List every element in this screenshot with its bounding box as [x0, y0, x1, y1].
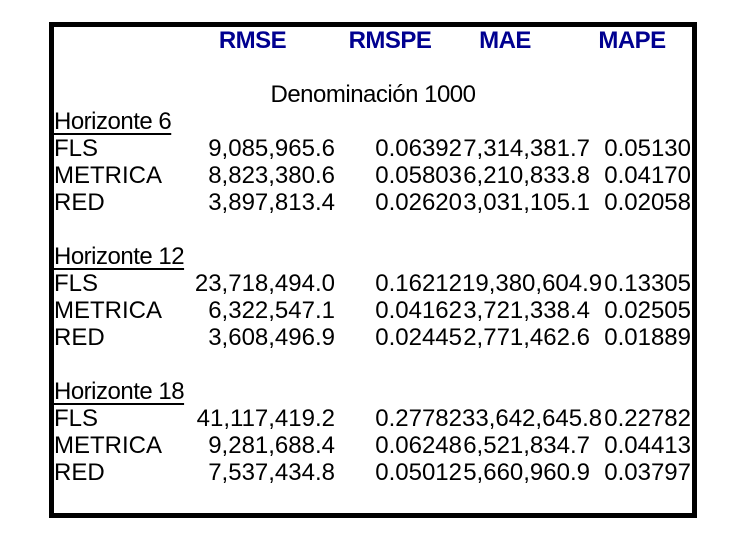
- value-cell: 0.06392: [375, 135, 462, 162]
- table-row: RED 3,608,496.9 0.02445 2,771,462.6 0.01…: [54, 324, 692, 351]
- value-cell: 7,314,381.7: [463, 135, 590, 162]
- value-cell: 0.02620: [375, 189, 462, 216]
- value-cell: 33,642,645.8: [462, 405, 603, 432]
- value-cell: 8,823,380.6: [208, 162, 335, 189]
- col-header-mape: MAPE: [598, 27, 666, 54]
- row-label: FLS: [54, 405, 99, 432]
- table-title: Denominación 1000: [270, 81, 476, 108]
- value-cell: 3,897,813.4: [208, 189, 335, 216]
- spacer: [54, 54, 692, 81]
- value-cell: 23,718,494.0: [194, 270, 335, 297]
- section-row: Horizonte 12: [54, 243, 692, 270]
- value-cell: 0.06248: [375, 432, 462, 459]
- metrics-table: RMSE RMSPE MAE MAPE Denominación 1000 Ho…: [54, 27, 692, 513]
- header-row: RMSE RMSPE MAE MAPE: [54, 27, 692, 54]
- section-row: Horizonte 6: [54, 108, 692, 135]
- value-cell: 6,521,834.7: [463, 432, 590, 459]
- header-spacer: [54, 27, 170, 54]
- section-label-horizonte-12: Horizonte 12: [54, 243, 185, 270]
- value-cell: 6,322,547.1: [208, 297, 335, 324]
- table-row: FLS 41,117,419.2 0.27782 33,642,645.8 0.…: [54, 405, 692, 432]
- table-row: METRICA 8,823,380.6 0.05803 6,210,833.8 …: [54, 162, 692, 189]
- table-row: RED 3,897,813.4 0.02620 3,031,105.1 0.02…: [54, 189, 692, 216]
- table-row: METRICA 6,322,547.1 0.04162 3,721,338.4 …: [54, 297, 692, 324]
- value-cell: 0.05012: [375, 459, 462, 486]
- value-cell: 2,771,462.6: [463, 324, 590, 351]
- value-cell: 0.01889: [604, 324, 691, 351]
- spacer-row: [54, 54, 692, 81]
- value-cell: 0.16212: [375, 270, 462, 297]
- value-cell: 0.02505: [604, 297, 691, 324]
- spacer-row: [54, 486, 692, 513]
- value-cell: 0.05803: [375, 162, 462, 189]
- col-header-rmse: RMSE: [218, 27, 287, 54]
- row-label: RED: [54, 189, 105, 216]
- row-label: FLS: [54, 270, 99, 297]
- value-cell: 0.13305: [604, 270, 691, 297]
- value-cell: 3,608,496.9: [208, 324, 335, 351]
- row-label: METRICA: [54, 432, 162, 459]
- spacer-row: [54, 351, 692, 378]
- value-cell: 0.27782: [375, 405, 462, 432]
- spacer-row: [54, 216, 692, 243]
- section-row: Horizonte 18: [54, 378, 692, 405]
- value-cell: 0.04170: [604, 162, 691, 189]
- value-cell: 0.02445: [375, 324, 462, 351]
- value-cell: 9,085,965.6: [208, 135, 335, 162]
- row-label: METRICA: [54, 162, 162, 189]
- section-label-horizonte-18: Horizonte 18: [54, 378, 185, 405]
- row-label: METRICA: [54, 297, 162, 324]
- value-cell: 5,660,960.9: [463, 459, 590, 486]
- table-row: METRICA 9,281,688.4 0.06248 6,521,834.7 …: [54, 432, 692, 459]
- table-row: FLS 23,718,494.0 0.16212 19,380,604.9 0.…: [54, 270, 692, 297]
- value-cell: 0.05130: [604, 135, 691, 162]
- row-label: RED: [54, 459, 105, 486]
- value-cell: 3,031,105.1: [463, 189, 590, 216]
- col-header-mae: MAE: [479, 27, 531, 54]
- section-label-horizonte-6: Horizonte 6: [54, 108, 172, 135]
- value-cell: 0.22782: [604, 405, 691, 432]
- title-row: Denominación 1000: [54, 81, 692, 108]
- row-label: FLS: [54, 135, 99, 162]
- spacer: [54, 351, 692, 378]
- spacer: [54, 486, 692, 513]
- value-cell: 7,537,434.8: [208, 459, 335, 486]
- value-cell: 3,721,338.4: [463, 297, 590, 324]
- col-header-rmspe: RMSPE: [348, 27, 432, 54]
- value-cell: 6,210,833.8: [463, 162, 590, 189]
- value-cell: 19,380,604.9: [462, 270, 603, 297]
- spacer: [54, 216, 692, 243]
- table-row: FLS 9,085,965.6 0.06392 7,314,381.7 0.05…: [54, 135, 692, 162]
- value-cell: 0.03797: [604, 459, 691, 486]
- table-frame: RMSE RMSPE MAE MAPE Denominación 1000 Ho…: [49, 22, 697, 518]
- value-cell: 0.02058: [604, 189, 691, 216]
- value-cell: 0.04162: [375, 297, 462, 324]
- value-cell: 41,117,419.2: [196, 405, 335, 432]
- row-label: RED: [54, 324, 105, 351]
- value-cell: 0.04413: [604, 432, 691, 459]
- table-row: RED 7,537,434.8 0.05012 5,660,960.9 0.03…: [54, 459, 692, 486]
- value-cell: 9,281,688.4: [208, 432, 335, 459]
